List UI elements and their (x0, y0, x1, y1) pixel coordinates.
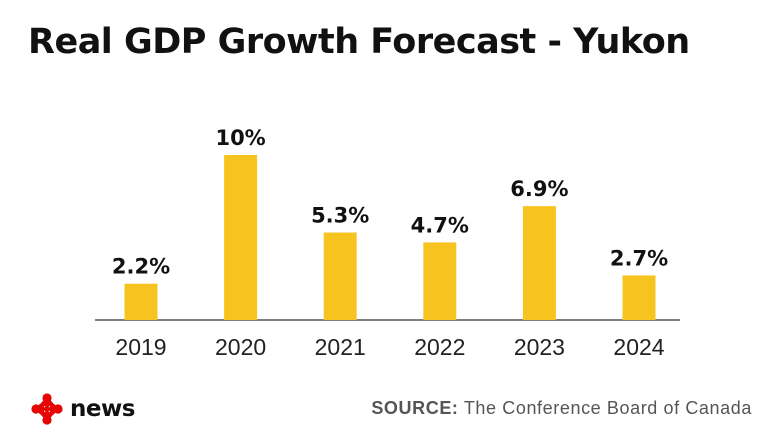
x-tick-label-2023: 2023 (514, 334, 565, 360)
x-tick-label-2020: 2020 (215, 334, 266, 360)
cbc-gem-icon (31, 393, 63, 425)
gem-petal-3 (31, 402, 44, 416)
bar-2023 (522, 206, 556, 320)
source-prefix: SOURCE: (371, 398, 459, 418)
bar-2024 (622, 275, 656, 320)
value-label-2020: 10% (215, 126, 265, 150)
source-text: The Conference Board of Canada (463, 398, 752, 418)
x-tick-label-2021: 2021 (315, 334, 366, 360)
value-label-2023: 6.9% (510, 177, 568, 201)
logo-text: news (70, 396, 135, 422)
value-label-2021: 5.3% (311, 204, 369, 228)
value-label-2024: 2.7% (610, 246, 668, 270)
value-label-2022: 4.7% (411, 213, 469, 237)
bar-2020 (224, 155, 258, 320)
gem-center (43, 405, 51, 413)
bar-2019 (124, 283, 158, 320)
bar-2022 (423, 242, 457, 320)
source-credit: SOURCE: The Conference Board of Canada (371, 398, 752, 419)
bar-chart: 2.2% 2019 10% 2020 5.3% 2021 4.7% 2022 6.9% 2023 2… (95, 126, 680, 360)
x-tick-label-2022: 2022 (414, 334, 465, 360)
chart-title: Real GDP Growth Forecast - Yukon (28, 22, 690, 62)
x-tick-label-2019: 2019 (115, 334, 166, 360)
value-label-2019: 2.2% (112, 255, 170, 279)
bar-2021 (323, 232, 357, 320)
x-tick-label-2024: 2024 (613, 334, 664, 360)
cbc-news-logo: news (30, 392, 135, 426)
